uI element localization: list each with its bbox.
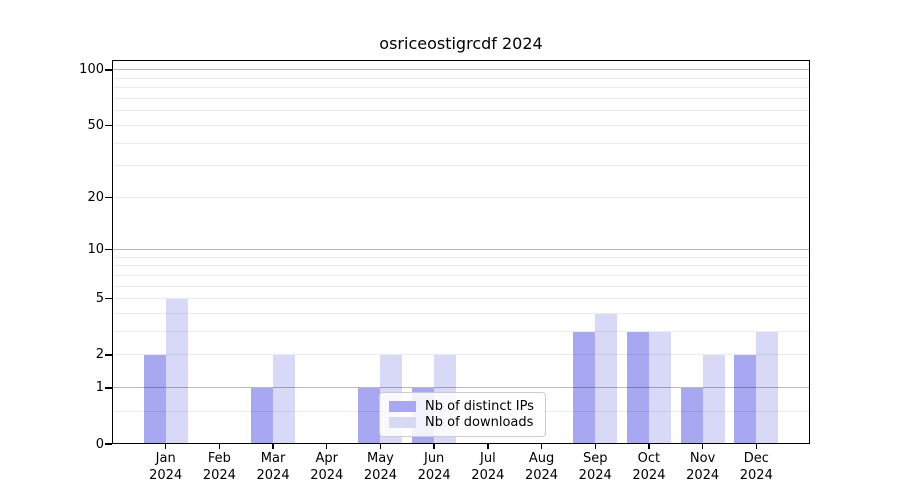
legend-swatch-icon [389, 417, 416, 429]
gridline-major [112, 69, 810, 71]
x-tick-mark [540, 444, 543, 449]
gridline-minor [112, 98, 810, 100]
chart-title: osriceostigrcdf 2024 [379, 34, 543, 53]
bar-downloads [273, 354, 296, 444]
y-tick-mark [105, 354, 112, 356]
x-tick-mark [594, 444, 596, 449]
bar-downloads [165, 298, 188, 444]
y-tick-label: 2 [95, 347, 104, 363]
x-tick-mark [701, 444, 704, 449]
bar-distinct-ips [680, 387, 703, 444]
bar-downloads [756, 331, 779, 444]
bar-downloads [648, 331, 671, 444]
plot-area: Nb of distinct IPs Nb of downloads [112, 60, 810, 444]
y-tick-mark [105, 124, 112, 127]
y-tick-label: 100 [79, 62, 104, 78]
legend-label: Nb of downloads [425, 415, 534, 431]
bar-distinct-ips [251, 387, 274, 444]
legend-label: Nb of distinct IPs [425, 398, 534, 414]
gridline-major [112, 249, 810, 251]
bar-downloads [595, 313, 618, 444]
gridline-minor [112, 142, 810, 144]
gridline-minor [112, 354, 810, 356]
gridline-major [112, 387, 810, 389]
legend: Nb of distinct IPs Nb of downloads [379, 392, 546, 437]
x-tick-label: Jun 2024 [417, 451, 451, 483]
gridline-minor [112, 110, 810, 112]
gridline-minor [112, 165, 810, 167]
x-tick-label: Nov 2024 [686, 451, 720, 483]
gridline-minor [112, 87, 810, 89]
bar-distinct-ips [734, 354, 757, 444]
x-tick-mark [755, 444, 757, 449]
x-tick-mark [272, 444, 274, 449]
y-tick-label: 10 [87, 242, 104, 258]
x-tick-label: Sep 2024 [578, 451, 612, 483]
x-tick-mark [379, 444, 382, 449]
gridline-minor [112, 265, 810, 267]
y-tick-label: 20 [87, 189, 104, 205]
y-tick-mark [105, 196, 112, 198]
gridline-minor [112, 256, 810, 258]
bar-distinct-ips [358, 387, 381, 444]
x-tick-label: Feb 2024 [202, 451, 236, 483]
x-tick-label: Dec 2024 [739, 451, 773, 483]
y-tick-mark [105, 298, 112, 300]
y-tick-mark [105, 248, 112, 251]
y-tick-label: 50 [87, 117, 104, 133]
x-tick-label: May 2024 [363, 451, 397, 483]
x-tick-label: Jul 2024 [471, 451, 505, 483]
x-tick-label: Jan 2024 [149, 451, 183, 483]
x-tick-mark [326, 444, 328, 449]
y-tick-mark [105, 69, 112, 71]
legend-swatch-icon [389, 400, 416, 412]
bar-distinct-ips [626, 331, 649, 444]
y-tick-label: 5 [95, 291, 104, 307]
x-tick-label: Apr 2024 [310, 451, 344, 483]
y-tick-mark [105, 387, 112, 389]
gridline-minor [112, 196, 810, 198]
legend-entry: Nb of downloads [389, 415, 536, 430]
x-tick-mark [164, 444, 167, 449]
x-tick-label: Oct 2024 [632, 451, 666, 483]
gridline-minor [112, 274, 810, 276]
x-tick-label: Mar 2024 [256, 451, 290, 483]
gridline-minor [112, 313, 810, 315]
legend-entry: Nb of distinct IPs [389, 399, 536, 414]
gridline-minor [112, 124, 810, 126]
x-tick-mark [487, 444, 489, 449]
gridline-minor [112, 298, 810, 300]
y-tick-label: 0 [95, 436, 104, 452]
gridline-minor [112, 331, 810, 333]
y-tick-mark [105, 443, 112, 445]
bar-distinct-ips [573, 331, 596, 444]
gridline-minor [112, 285, 810, 287]
x-tick-mark [648, 444, 650, 449]
y-tick-label: 1 [95, 380, 104, 396]
x-tick-mark [433, 444, 435, 449]
x-tick-label: Aug 2024 [524, 451, 559, 483]
gridline-minor [112, 77, 810, 79]
x-tick-mark [218, 444, 221, 449]
bar-distinct-ips [143, 354, 166, 444]
bar-downloads [702, 354, 725, 444]
